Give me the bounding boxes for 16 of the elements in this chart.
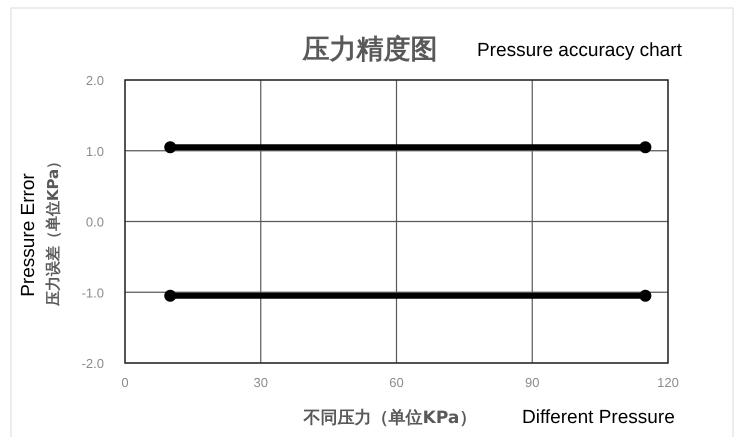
text: Different Pressure [522,407,675,428]
y-tick-label: -2.0 [82,356,104,371]
chart-title: 压力精度图 [302,34,438,65]
y-axis-title: 压力误差（单位KPa） [44,154,62,308]
y-tick-label: 0.0 [86,214,104,230]
x-tick-label: 120 [657,375,679,390]
x-tick-label: 0 [121,375,129,390]
y-tick-label: 1.0 [86,144,104,159]
text: Pressure accuracy chart [477,40,683,61]
y-tick-label: -1.0 [82,285,104,300]
x-tick-label: 30 [254,375,268,390]
text: Pressure Error [18,172,39,297]
x-tick-label: 90 [525,375,540,390]
x-axis-title: 不同压力（单位KPa） [302,408,476,428]
y-tick-label: 2.0 [86,73,104,88]
x-tick-label: 60 [389,375,404,390]
